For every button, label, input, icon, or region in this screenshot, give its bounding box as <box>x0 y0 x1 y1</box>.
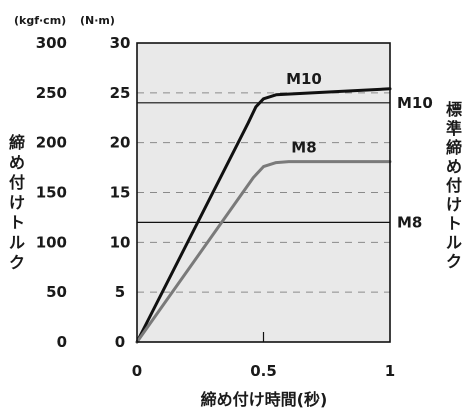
y-axis-label: 締め付けトルク <box>9 133 25 272</box>
y-tick-label-nm: 30 <box>110 34 131 52</box>
x-axis-label: 締め付け時間(秒) <box>201 390 328 409</box>
y-tick-label-nm: 10 <box>110 233 131 251</box>
x-tick-label: 0 <box>132 362 142 380</box>
x-tick-label: 1 <box>385 362 395 380</box>
y-tick-label-kgfcm: 200 <box>36 134 67 152</box>
standard-torque-lines: M10 M8 <box>137 94 433 231</box>
y-tick-label-nm: 0 <box>115 333 125 351</box>
unit-right: (N·m) <box>80 14 115 27</box>
y-tick-label-kgfcm: 150 <box>36 184 67 202</box>
y-tick-label-nm: 25 <box>110 84 131 102</box>
y-tick-label-kgfcm: 250 <box>36 84 67 102</box>
standard-label-m10: M10 <box>397 94 433 112</box>
y-tick-label-kgfcm: 50 <box>46 283 67 301</box>
right-axis-label: 標準締め付けトルク <box>446 100 462 271</box>
standard-label-m8: M8 <box>397 213 422 231</box>
series-label-m10: M10 <box>286 70 322 88</box>
series-lines: M10 M8 <box>135 70 392 344</box>
plot-background <box>137 43 390 342</box>
y-tick-label-kgfcm: 300 <box>36 34 67 52</box>
y-tick-label-kgfcm: 0 <box>57 333 67 351</box>
grid-lines <box>137 92 390 293</box>
y-tick-label-nm: 20 <box>110 134 131 152</box>
y-tick-label-kgfcm: 100 <box>36 233 67 251</box>
series-label-m8: M8 <box>291 139 316 157</box>
y-tick-label-nm: 5 <box>115 283 125 301</box>
y-tick-label-nm: 15 <box>110 184 131 202</box>
series-line-m8 <box>135 160 392 344</box>
x-tick-label: 0.5 <box>250 362 277 380</box>
unit-left: (kgf·cm) <box>14 14 66 27</box>
series-line-m10 <box>135 87 392 344</box>
